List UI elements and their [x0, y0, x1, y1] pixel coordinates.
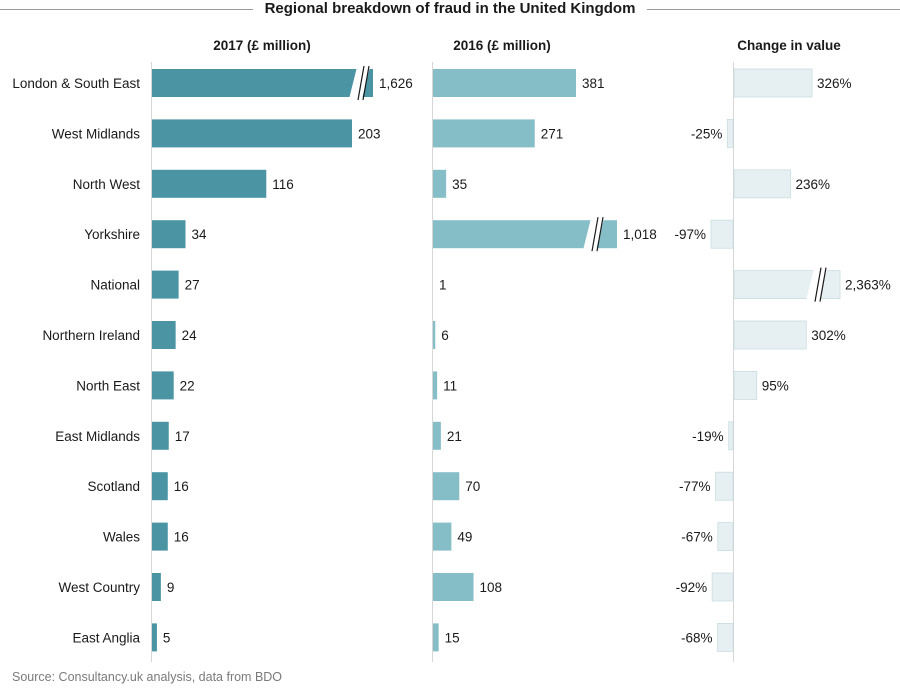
- bar-change-west-country: [711, 572, 734, 602]
- category-label-north-west: North West: [73, 177, 141, 192]
- value-label-change-east-midlands: -19%: [692, 429, 724, 444]
- value-label-2016-northern-ireland: 6: [441, 328, 449, 343]
- chart-title-bar: Regional breakdown of fraud in the Unite…: [0, 0, 900, 20]
- value-label-2016-north-east: 11: [443, 378, 457, 393]
- axis-break-2016-gap: [583, 218, 604, 251]
- bar-2016-west-country: [433, 573, 474, 601]
- bar-2016-east-anglia: [433, 623, 439, 652]
- column-header-change: Change in value: [737, 38, 841, 53]
- bar-change-scotland: [715, 471, 734, 501]
- value-label-2016-london-and-south-east: 381: [582, 76, 605, 91]
- category-label-west-country: West Country: [58, 580, 140, 595]
- bar-change-east-anglia: [717, 623, 734, 652]
- axis-break-2016-mark-b: [596, 217, 604, 252]
- bar-2017-east-midlands: [152, 421, 169, 450]
- bar-change-east-midlands: [728, 421, 734, 451]
- value-label-change-national: 2,363%: [845, 278, 891, 293]
- value-label-2016-scotland: 70: [465, 479, 480, 494]
- bar-2016-wales: [433, 522, 452, 551]
- bar-change-west-midlands: [726, 119, 734, 148]
- category-label-yorkshire: Yorkshire: [84, 227, 140, 242]
- value-label-2017-north-east: 22: [180, 378, 195, 393]
- bar-change-wales: [717, 522, 734, 551]
- value-label-change-west-midlands: -25%: [691, 126, 723, 141]
- category-label-national: National: [90, 278, 140, 293]
- value-label-2016-west-country: 108: [480, 580, 503, 595]
- bar-2017-east-anglia: [152, 623, 157, 652]
- value-label-2017-west-midlands: 203: [358, 126, 381, 141]
- value-label-2016-east-anglia: 15: [445, 630, 460, 645]
- category-label-east-midlands: East Midlands: [55, 429, 140, 444]
- value-label-2017-northern-ireland: 24: [182, 328, 198, 343]
- value-label-change-london-and-south-east: 326%: [817, 76, 852, 91]
- bar-change-northern-ireland: [733, 320, 807, 350]
- column-header-2016: 2016 (£ million): [453, 38, 551, 53]
- value-label-2017-yorkshire: 34: [191, 227, 207, 242]
- bar-2016-north-east: [433, 371, 438, 400]
- value-label-2017-east-midlands: 17: [175, 429, 190, 444]
- bar-2017-north-west: [152, 169, 267, 198]
- value-label-2016-west-midlands: 271: [541, 126, 564, 141]
- value-label-change-yorkshire: -97%: [674, 227, 706, 242]
- value-label-change-northern-ireland: 302%: [811, 328, 846, 343]
- value-label-change-north-east: 95%: [762, 378, 789, 393]
- bar-2017-northern-ireland: [152, 321, 176, 349]
- bar-2016-north-west: [433, 169, 447, 198]
- bar-2017-national: [152, 270, 179, 299]
- bar-2017-west-midlands: [152, 119, 352, 148]
- bar-change-london-and-south-east: [733, 68, 813, 98]
- bar-2016-london-and-south-east: [433, 69, 576, 97]
- value-label-change-wales: -67%: [681, 530, 713, 545]
- category-label-north-east: North East: [76, 378, 140, 393]
- value-label-2017-north-west: 116: [272, 177, 294, 192]
- axis-break-2016-mark-a: [591, 217, 599, 252]
- value-label-2017-london-and-south-east: 1,626: [379, 76, 413, 91]
- bar-2017-yorkshire: [152, 220, 186, 249]
- bar-change-north-east: [733, 370, 758, 400]
- bar-change-north-west: [733, 169, 791, 199]
- bar-2017-london-and-south-east: [152, 69, 373, 97]
- axis-break-change-gap: [806, 268, 827, 301]
- source-note: Source: Consultancy.uk analysis, data fr…: [12, 670, 283, 684]
- value-label-2016-east-midlands: 21: [447, 429, 462, 444]
- bar-change-yorkshire: [710, 219, 734, 249]
- category-label-wales: Wales: [103, 530, 140, 545]
- bar-2016-west-midlands: [433, 119, 535, 148]
- value-label-2017-scotland: 16: [174, 479, 189, 494]
- value-label-change-west-country: -92%: [676, 580, 708, 595]
- category-label-northern-ireland: Northern Ireland: [42, 328, 140, 343]
- value-label-2016-national: 1: [439, 278, 447, 293]
- axis-break-change-mark-a: [814, 267, 822, 302]
- bar-2016-northern-ireland: [433, 321, 436, 349]
- value-label-2016-north-west: 35: [452, 177, 467, 192]
- category-label-scotland: Scotland: [87, 479, 140, 494]
- value-label-2016-wales: 49: [457, 530, 472, 545]
- bar-2017-west-country: [152, 573, 161, 601]
- column-header-2017: 2017 (£ million): [213, 38, 311, 53]
- bar-2017-scotland: [152, 472, 168, 501]
- value-label-change-scotland: -77%: [679, 479, 711, 494]
- value-label-2017-wales: 16: [174, 530, 189, 545]
- axis-break-2017-gap: [349, 67, 370, 99]
- bar-2017-north-east: [152, 371, 174, 400]
- axis-break-2017-mark-b: [362, 65, 370, 101]
- bar-2016-scotland: [433, 472, 460, 501]
- bar-2017-wales: [152, 522, 168, 551]
- category-label-east-anglia: East Anglia: [72, 630, 140, 645]
- bar-2016-east-midlands: [433, 421, 441, 450]
- value-label-2016-yorkshire: 1,018: [623, 227, 657, 242]
- value-label-change-north-west: 236%: [795, 177, 830, 192]
- value-label-2017-west-country: 9: [167, 580, 175, 595]
- category-label-west-midlands: West Midlands: [52, 126, 141, 141]
- value-label-2017-national: 27: [185, 278, 200, 293]
- axis-break-2017-mark-a: [357, 65, 365, 101]
- axis-break-change-mark-b: [819, 267, 827, 302]
- chart-title: Regional breakdown of fraud in the Unite…: [0, 0, 900, 18]
- value-label-change-east-anglia: -68%: [681, 630, 713, 645]
- category-label-london-and-south-east: London & South East: [12, 76, 140, 91]
- value-label-2017-east-anglia: 5: [163, 630, 171, 645]
